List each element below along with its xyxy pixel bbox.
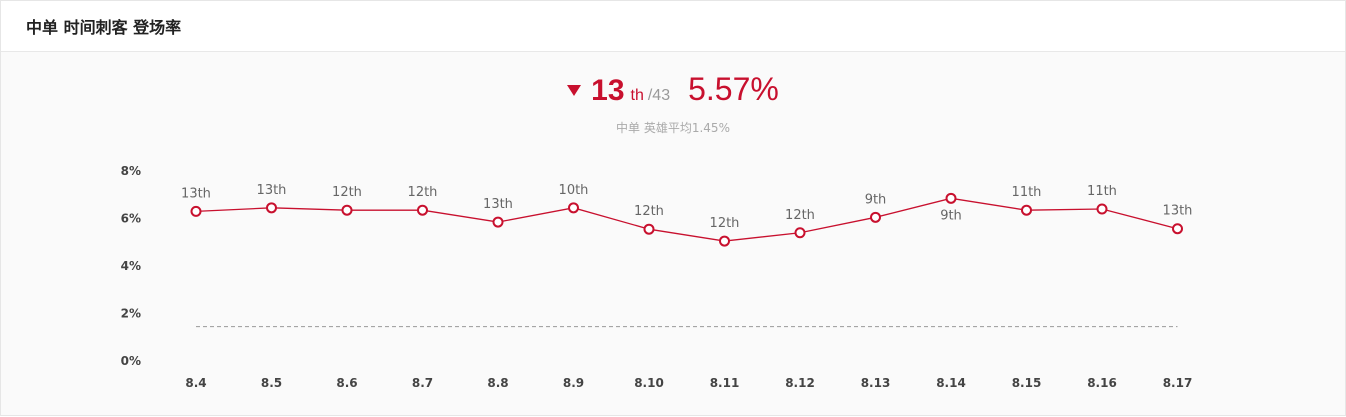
data-label: 12th [408, 185, 438, 200]
card-header: 中单 时间刺客 登场率 [1, 1, 1345, 52]
data-point [190, 205, 202, 217]
pick-rate-value: 5.57% [688, 71, 779, 107]
rank-value: 13 [591, 74, 625, 107]
rank-summary: 13 th /43 5.57% [1, 71, 1345, 108]
rank-suffix: th [630, 87, 644, 104]
y-tick-label: 0% [121, 354, 141, 368]
data-point [1021, 204, 1032, 216]
x-tick-label: 8.6 [336, 376, 357, 390]
x-tick-label: 8.5 [261, 376, 282, 390]
data-point [1172, 223, 1183, 235]
data-point [266, 202, 277, 214]
x-tick-label: 8.14 [936, 376, 966, 390]
data-label: 10th [559, 183, 589, 198]
data-point [719, 235, 730, 247]
y-tick-label: 2% [121, 307, 141, 321]
y-tick-label: 8% [121, 164, 141, 178]
data-point [417, 204, 428, 216]
average-note: 中单 英雄平均1.45% [616, 121, 730, 135]
data-label: 13th [257, 183, 287, 198]
data-label: 11th [1012, 185, 1042, 200]
data-label: 12th [785, 208, 815, 223]
data-point [945, 192, 957, 204]
series-line [195, 197, 1178, 242]
x-tick-label: 8.8 [487, 376, 508, 390]
chart-title: 中单 时间刺客 登场率 [26, 18, 182, 37]
data-label: 12th [710, 216, 740, 231]
data-label: 13th [181, 186, 211, 201]
data-label: 13th [483, 197, 513, 212]
x-tick-label: 8.4 [185, 376, 206, 390]
data-point [1096, 203, 1108, 215]
x-tick-label: 8.10 [634, 376, 664, 390]
data-label: 9th [865, 192, 887, 207]
data-point [568, 202, 579, 214]
data-label: 12th [332, 185, 362, 200]
x-tick-label: 8.11 [710, 376, 740, 390]
data-label: 12th [634, 204, 664, 219]
data-point [870, 211, 881, 223]
x-tick-label: 8.15 [1012, 376, 1042, 390]
data-point [643, 223, 655, 235]
rank-total: /43 [647, 87, 671, 104]
data-label: 9th [940, 208, 962, 223]
data-point [492, 216, 504, 228]
triangle-down-icon [567, 85, 582, 96]
data-label: 11th [1087, 184, 1117, 199]
x-tick-label: 8.17 [1163, 376, 1193, 390]
x-tick-label: 8.12 [785, 376, 815, 390]
x-tick-label: 8.16 [1087, 376, 1117, 390]
data-label: 13th [1163, 204, 1193, 219]
data-point [794, 227, 806, 239]
data-point [341, 204, 353, 216]
x-tick-label: 8.9 [563, 376, 584, 390]
y-tick-label: 4% [121, 259, 141, 273]
x-tick-label: 8.7 [412, 376, 433, 390]
y-tick-label: 6% [121, 212, 141, 226]
x-tick-label: 8.13 [861, 376, 891, 390]
